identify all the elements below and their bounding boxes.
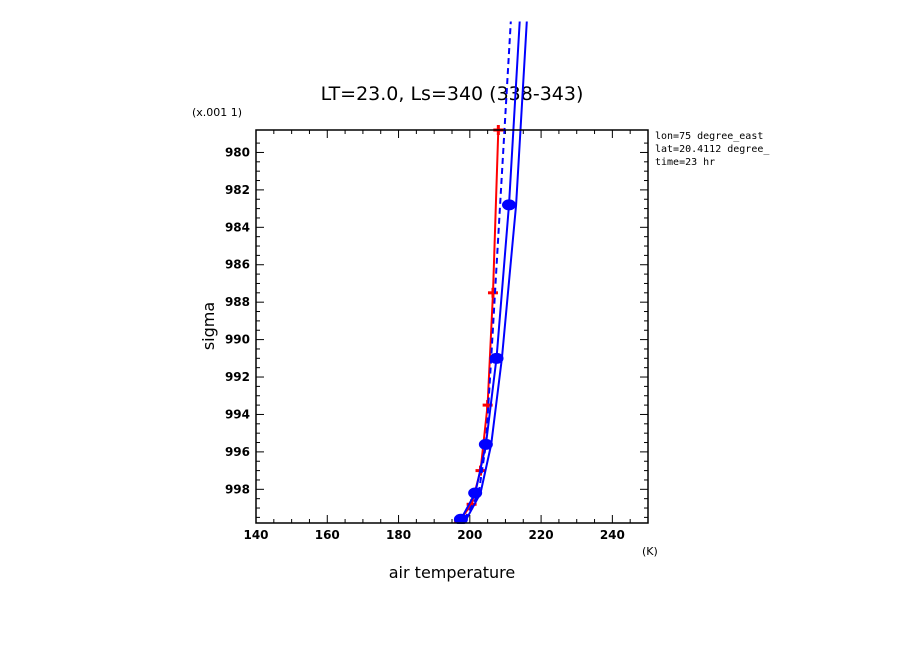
y-tick-label: 982 <box>225 183 250 197</box>
series-layer <box>453 21 528 524</box>
series-1-point <box>489 352 504 364</box>
x-tick-label: 140 <box>243 528 268 542</box>
annotation-lat: lat=20.4112 degree_ <box>655 144 770 155</box>
series-1-point <box>478 438 493 450</box>
y-tick-label: 986 <box>225 258 250 272</box>
series-line-3 <box>465 21 528 520</box>
chart-title: LT=23.0, Ls=340 (338-343) <box>321 83 584 105</box>
series-line-2 <box>463 21 512 520</box>
series-1-point <box>502 199 517 211</box>
y-axis-unit: (x.001 1) <box>192 106 242 119</box>
y-axis-label: sigma <box>199 302 218 350</box>
y-tick-label: 994 <box>225 407 250 421</box>
y-tick-label: 996 <box>225 445 250 459</box>
y-tick-label: 998 <box>225 482 250 496</box>
x-axis-unit: (K) <box>642 545 658 558</box>
y-tick-label: 990 <box>225 333 250 347</box>
y-tick-label: 980 <box>225 145 250 159</box>
x-tick-label: 160 <box>315 528 340 542</box>
y-tick-label: 988 <box>225 295 250 309</box>
axis-ticks: 140 160 180 200 220 240 980 982 984 986 988 990 992 9… <box>225 130 649 542</box>
x-tick-label: 220 <box>529 528 554 542</box>
y-tick-label: 984 <box>225 220 250 234</box>
x-tick-label: 240 <box>600 528 625 542</box>
plot-frame <box>255 129 649 524</box>
series-line-0 <box>458 129 500 522</box>
annotation-lon: lon=75 degree_east <box>655 131 763 142</box>
x-axis-label: air temperature <box>389 563 515 582</box>
annotation-time: time=23 hr <box>655 157 715 168</box>
y-tick-label: 992 <box>225 370 250 384</box>
x-tick-label: 200 <box>457 528 482 542</box>
series-1-point <box>453 513 468 524</box>
x-tick-label: 180 <box>386 528 411 542</box>
